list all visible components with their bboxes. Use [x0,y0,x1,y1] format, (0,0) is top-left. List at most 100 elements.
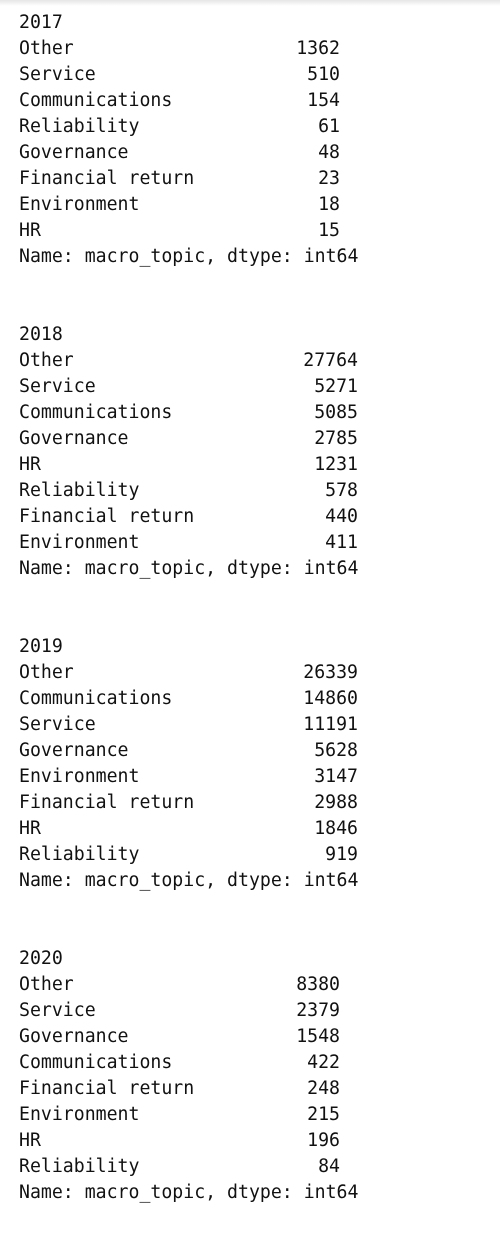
series-row: Communications 14860 [19,686,489,712]
row-value: 8380 [296,974,340,995]
series-block-2018: 2018 Other 27764 Service 5271 Communicatio… [19,322,489,634]
window-top-edge [0,0,500,6]
row-label: Financial return [19,792,195,813]
year-label: 2018 [19,324,63,345]
row-value: 11191 [303,714,358,735]
row-value: 196 [307,1130,340,1151]
series-row: Service 5271 [19,374,489,400]
row-label: Other [19,662,74,683]
dtype-footer: Name: macro_topic, dtype: int64 [19,1182,359,1203]
row-value: 1231 [314,454,358,475]
year-label: 2020 [19,948,63,969]
row-label: Financial return [19,1078,195,1099]
row-value: 2988 [314,792,358,813]
series-row: Governance 5628 [19,738,489,764]
series-row: Governance 1548 [19,1024,489,1050]
series-block-2020: 2020 Other 8380 Service 2379 Governance 154… [19,946,489,1258]
series-year-heading: 2017 [19,10,489,36]
series-row: Communications 5085 [19,400,489,426]
row-value: 2785 [314,428,358,449]
row-label: Environment [19,194,140,215]
row-label: HR [19,220,41,241]
row-label: Financial return [19,168,195,189]
series-row: Communications 154 [19,88,489,114]
series-footer: Name: macro_topic, dtype: int64 [19,244,489,270]
row-value: 15 [318,220,340,241]
series-footer: Name: macro_topic, dtype: int64 [19,868,489,894]
row-value: 1362 [296,38,340,59]
series-row: Other 27764 [19,348,489,374]
series-row: HR 1231 [19,452,489,478]
row-value: 48 [318,142,340,163]
row-label: Environment [19,1104,140,1125]
row-value: 248 [307,1078,340,1099]
row-value: 26339 [303,662,358,683]
row-value: 18 [318,194,340,215]
row-label: Reliability [19,844,140,865]
series-row: Governance 48 [19,140,489,166]
series-footer: Name: macro_topic, dtype: int64 [19,556,489,582]
series-block-2017: 2017 Other 1362 Service 510 Communications… [19,10,489,322]
series-year-heading: 2019 [19,634,489,660]
dtype-footer: Name: macro_topic, dtype: int64 [19,246,359,267]
row-label: Governance [19,740,129,761]
series-row: Service 510 [19,62,489,88]
series-row: Service 11191 [19,712,489,738]
series-row: Other 8380 [19,972,489,998]
notebook-output: 2017 Other 1362 Service 510 Communications… [19,10,489,1258]
row-value: 919 [325,844,358,865]
row-label: Governance [19,1026,129,1047]
row-label: HR [19,1130,41,1151]
row-label: Governance [19,428,129,449]
series-row: Environment 18 [19,192,489,218]
row-label: Reliability [19,480,140,501]
row-value: 440 [325,506,358,527]
series-row: Financial return 440 [19,504,489,530]
series-row: HR 15 [19,218,489,244]
row-label: Other [19,974,74,995]
series-block-2019: 2019 Other 26339 Communications 14860 Serv… [19,634,489,946]
row-value: 1548 [296,1026,340,1047]
row-label: Service [19,1000,96,1021]
series-row: Reliability 578 [19,478,489,504]
series-row: Environment 3147 [19,764,489,790]
row-label: Financial return [19,506,195,527]
series-row: Reliability 61 [19,114,489,140]
row-value: 61 [318,116,340,137]
row-value: 510 [307,64,340,85]
row-value: 14860 [303,688,358,709]
row-label: HR [19,818,41,839]
series-year-heading: 2018 [19,322,489,348]
row-label: Service [19,64,96,85]
series-row: Other 26339 [19,660,489,686]
row-label: Reliability [19,1156,140,1177]
row-value: 23 [318,168,340,189]
series-row: Financial return 248 [19,1076,489,1102]
series-row: Financial return 23 [19,166,489,192]
series-row: Financial return 2988 [19,790,489,816]
series-row: HR 196 [19,1128,489,1154]
row-value: 27764 [303,350,358,371]
row-value: 5085 [314,402,358,423]
row-label: Other [19,38,74,59]
row-label: Service [19,376,96,397]
row-value: 578 [325,480,358,501]
row-value: 154 [307,90,340,111]
series-row: Environment 411 [19,530,489,556]
row-value: 411 [325,532,358,553]
series-row: Governance 2785 [19,426,489,452]
row-label: Other [19,350,74,371]
year-label: 2019 [19,636,63,657]
series-row: Communications 422 [19,1050,489,1076]
series-row: Reliability 919 [19,842,489,868]
row-label: Communications [19,90,173,111]
row-label: Reliability [19,116,140,137]
row-label: Communications [19,402,173,423]
row-value: 5628 [314,740,358,761]
row-label: Governance [19,142,129,163]
row-label: Communications [19,688,173,709]
series-row: Reliability 84 [19,1154,489,1180]
row-value: 1846 [314,818,358,839]
series-row: Other 1362 [19,36,489,62]
row-value: 2379 [296,1000,340,1021]
